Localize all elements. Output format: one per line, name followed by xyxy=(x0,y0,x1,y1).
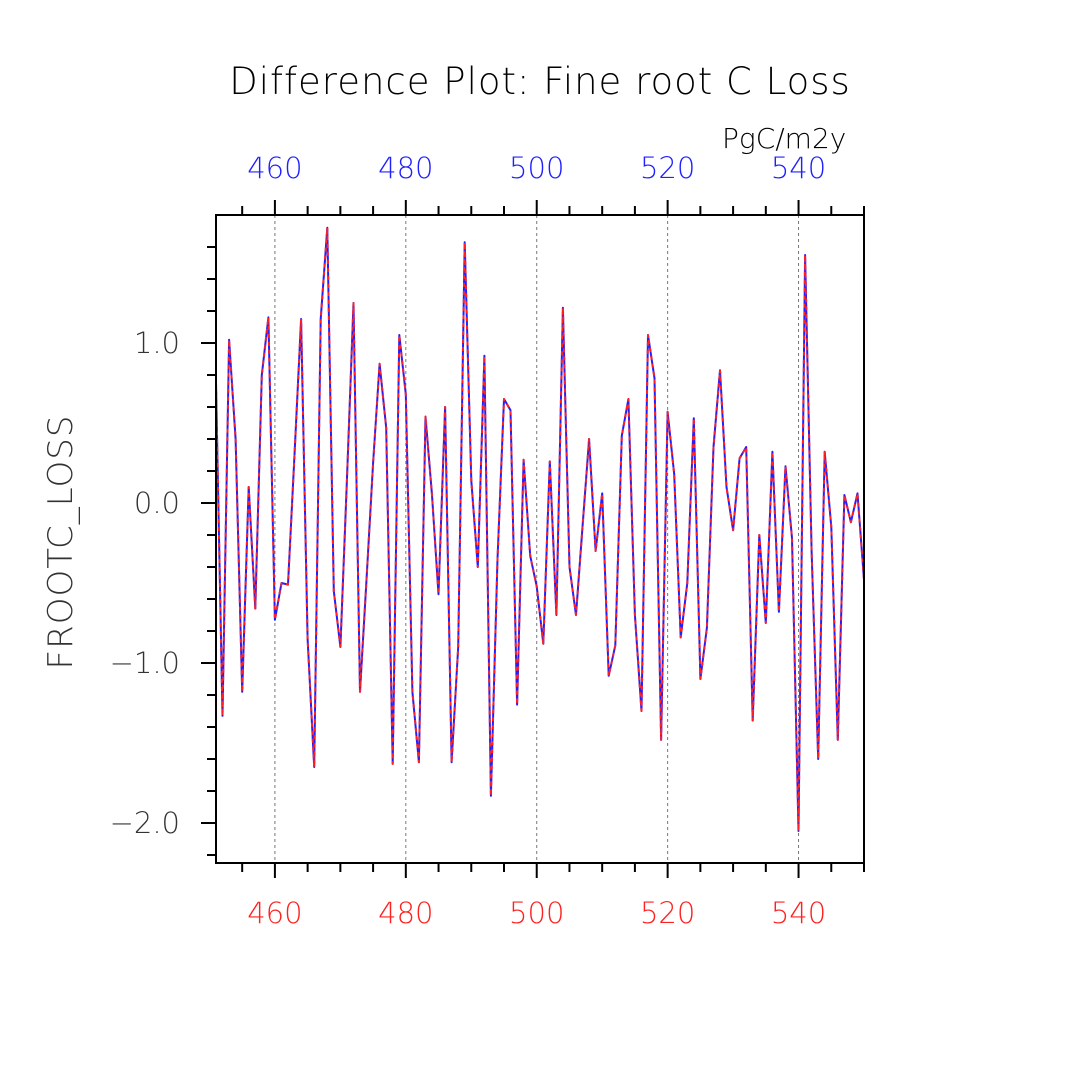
tick-labels: 460 460 480 480 500 500 520 520 540 540 1.0 0.0 −1.0… xyxy=(110,151,827,930)
x-tick-label-bottom-460: 460 xyxy=(247,896,302,930)
x-tick-label-bottom-540: 540 xyxy=(771,896,826,930)
x-tick-label-bottom-500: 500 xyxy=(509,896,564,930)
y-tick-label-0: 0.0 xyxy=(134,486,180,520)
units-label: PgC/m2y xyxy=(722,122,847,155)
x-tick-label-bottom-520: 520 xyxy=(640,896,695,930)
y-tick-label--1: −1.0 xyxy=(110,646,180,680)
y-tick-label-1: 1.0 xyxy=(134,326,180,360)
x-tick-label-top-480: 480 xyxy=(378,151,433,185)
x-tick-label-top-460: 460 xyxy=(247,151,302,185)
series-group xyxy=(215,226,865,832)
x-tick-label-top-540: 540 xyxy=(771,151,826,185)
series-line-2 xyxy=(215,226,865,832)
chart-title: Difference Plot: Fine root C Loss xyxy=(229,60,851,103)
plot-frame xyxy=(215,214,865,864)
y-tick-label--2: −2.0 xyxy=(110,806,180,840)
x-tick-label-top-500: 500 xyxy=(509,151,564,185)
x-tick-label-top-520: 520 xyxy=(640,151,695,185)
x-tick-label-bottom-480: 480 xyxy=(378,896,433,930)
axis-ticks xyxy=(201,200,865,878)
